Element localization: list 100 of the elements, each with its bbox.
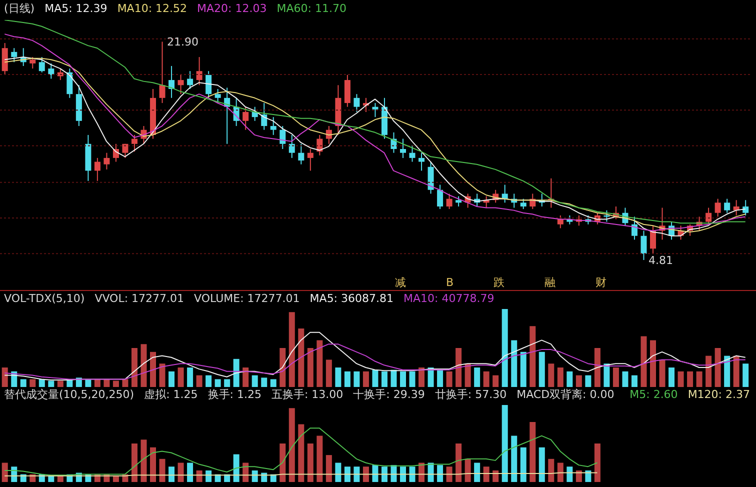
bar — [344, 466, 350, 482]
bar — [548, 364, 554, 387]
text: MA5: 36087.81 — [310, 292, 394, 304]
text: MACD双背离: 0.00 — [516, 386, 614, 402]
bar — [372, 370, 378, 387]
bar — [502, 405, 508, 482]
text: 跌 — [494, 274, 505, 290]
bar — [668, 368, 675, 387]
bar — [594, 444, 600, 482]
bar — [2, 368, 8, 387]
bar — [104, 379, 110, 387]
candlestick — [131, 134, 138, 152]
bar — [159, 458, 166, 482]
text: 廿换手: 57.30 — [434, 386, 507, 402]
bar — [576, 470, 582, 482]
bar — [483, 371, 490, 387]
bar — [538, 352, 545, 387]
bar — [354, 371, 360, 387]
text: 融 — [544, 274, 556, 290]
bar — [400, 371, 406, 387]
bar — [252, 375, 258, 387]
bar — [288, 408, 295, 482]
bar — [622, 371, 628, 387]
bar — [178, 462, 184, 482]
bar — [280, 444, 286, 482]
text: MA5: 12.39 — [44, 2, 108, 14]
bar — [604, 364, 610, 387]
candlestick — [168, 65, 175, 98]
candlestick — [409, 144, 416, 162]
bar — [640, 336, 647, 387]
bar — [437, 370, 444, 387]
text: 财 — [596, 274, 607, 290]
bar — [224, 379, 230, 387]
text: M120: 2.37 — [688, 388, 750, 400]
bar — [400, 466, 406, 482]
bar — [446, 371, 452, 387]
candlestick — [159, 41, 166, 104]
candlestick — [724, 198, 730, 214]
candlestick — [270, 116, 276, 136]
bar — [474, 462, 480, 482]
bar — [409, 466, 416, 482]
candlestick — [48, 62, 54, 80]
candlestick — [706, 207, 712, 225]
bar — [492, 375, 499, 387]
candlestick — [104, 152, 110, 170]
bar — [687, 371, 694, 387]
bar — [307, 348, 314, 387]
bar — [474, 368, 480, 387]
bar — [233, 358, 240, 387]
bar — [464, 458, 471, 482]
bar — [206, 375, 212, 387]
bar — [530, 422, 536, 482]
bar — [585, 470, 592, 482]
bar — [168, 466, 175, 482]
bar — [520, 447, 526, 482]
candlestick — [206, 70, 212, 98]
candlestick — [196, 56, 202, 86]
bar — [288, 312, 295, 387]
candlestick — [178, 74, 184, 95]
bar — [585, 375, 592, 387]
bar — [548, 458, 554, 482]
bar — [650, 340, 656, 387]
bar — [742, 364, 749, 387]
candlestick — [187, 70, 194, 90]
bar — [20, 379, 26, 387]
text: MA10: 40778.79 — [404, 292, 494, 304]
bar — [483, 466, 490, 482]
bar — [372, 465, 378, 482]
candlestick — [242, 106, 249, 130]
bar — [511, 340, 518, 387]
bar — [437, 465, 444, 482]
bar — [122, 379, 128, 387]
candlestick — [446, 193, 452, 210]
candlestick — [94, 157, 100, 182]
bar — [335, 368, 342, 387]
bar — [252, 470, 258, 482]
bar — [502, 309, 508, 387]
candlestick — [742, 200, 749, 216]
bar — [530, 326, 536, 387]
candlestick — [2, 42, 8, 76]
bar — [714, 348, 721, 387]
bar — [520, 352, 526, 387]
candlestick — [298, 143, 304, 165]
bar — [492, 470, 499, 482]
bar — [140, 344, 147, 387]
bar — [696, 371, 702, 387]
candlestick — [520, 198, 526, 210]
bar — [576, 375, 582, 387]
annotation: 21.90 — [167, 36, 199, 49]
bar — [159, 364, 166, 387]
bar — [233, 454, 240, 482]
bar — [316, 436, 323, 482]
bar — [261, 378, 268, 387]
bar — [418, 368, 425, 387]
chart-title: VOL-TDX(5,10) — [4, 292, 85, 304]
bar — [354, 466, 360, 482]
candlestick — [11, 48, 18, 63]
text: M5: 2.60 — [630, 388, 678, 400]
bar — [456, 444, 462, 482]
candlestick — [30, 56, 36, 70]
